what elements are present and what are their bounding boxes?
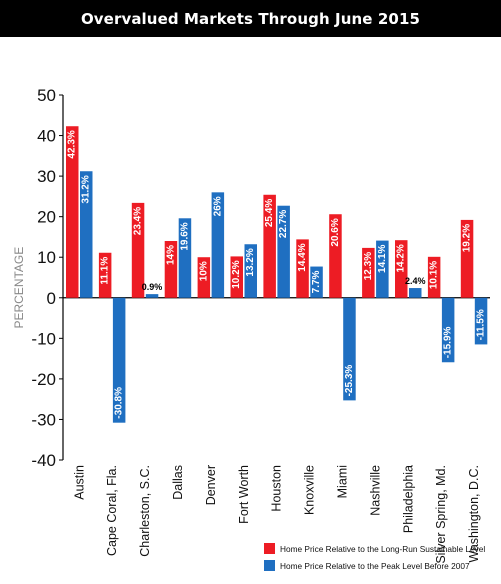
legend-swatch-blue <box>264 560 275 571</box>
data-label: 23.4% <box>133 207 144 235</box>
data-label: -25.3% <box>344 365 355 397</box>
y-tick-label: 10 <box>37 248 56 267</box>
y-axis-label: PERCENTAGE <box>12 247 26 329</box>
red-bar-0 <box>66 126 79 298</box>
data-label: 14% <box>165 245 176 265</box>
data-label: 2.4% <box>405 276 426 286</box>
data-label: 25.4% <box>264 199 275 227</box>
y-tick-label: 50 <box>37 86 56 105</box>
red-bar-5 <box>230 256 243 298</box>
blue-bar-8 <box>343 297 356 401</box>
data-label: -11.5% <box>476 309 487 340</box>
category-label: Silver Spring, Md. <box>434 465 448 564</box>
category-label: Washington, D.C. <box>467 465 481 563</box>
blue-bar-5 <box>244 244 257 298</box>
red-bar-9 <box>362 247 375 298</box>
blue-bar-1 <box>112 297 126 423</box>
data-label: 10.1% <box>429 261 440 289</box>
chart-title-bar: Overvalued Markets Through June 2015 <box>0 0 501 37</box>
red-bar-8 <box>329 214 342 298</box>
data-label: 10.2% <box>231 260 242 288</box>
y-tick-label: 0 <box>47 289 56 308</box>
blue-bar-2 <box>145 294 159 298</box>
data-label: 42.3% <box>67 130 78 158</box>
red-bar-7 <box>296 239 309 298</box>
data-label: 12.3% <box>363 252 374 280</box>
data-label: 13.2% <box>245 248 256 276</box>
blue-bar-6 <box>277 205 290 298</box>
red-bar-11 <box>427 256 441 298</box>
category-label: Cape Coral, Fla. <box>105 465 119 556</box>
red-bar-12 <box>460 219 474 298</box>
blue-bar-3 <box>178 218 192 298</box>
blue-bar-7 <box>310 266 323 298</box>
y-tick-label: -30 <box>31 410 56 429</box>
blue-bar-11 <box>441 297 455 363</box>
legend-label: Home Price Relative to the Peak Level Be… <box>280 561 470 571</box>
category-label: Knoxville <box>303 465 317 515</box>
data-label: 31.2% <box>81 175 92 203</box>
category-label: Austin <box>72 465 86 500</box>
data-label: 19.6% <box>179 222 190 250</box>
y-tick-label: 40 <box>37 127 56 146</box>
category-label: Miami <box>335 465 349 498</box>
blue-bar-9 <box>376 240 389 298</box>
y-tick-label: 30 <box>37 167 56 186</box>
category-label: Charleston, S.C. <box>138 465 152 557</box>
data-label: -15.9% <box>443 326 454 358</box>
category-label: Nashville <box>368 465 382 516</box>
category-label: Dallas <box>171 465 185 500</box>
y-tick-label: 20 <box>37 208 56 227</box>
red-bar-4 <box>197 257 211 298</box>
blue-bar-12 <box>474 297 488 345</box>
blue-bar-10 <box>409 288 422 298</box>
category-label: Houston <box>270 465 284 512</box>
data-label: 14.2% <box>396 244 407 272</box>
red-bar-6 <box>263 194 276 298</box>
y-tick-label: -20 <box>31 370 56 389</box>
red-bar-1 <box>98 252 112 298</box>
data-label: 14.1% <box>377 244 388 272</box>
category-label: Denver <box>204 465 218 505</box>
category-label: Philadelphia <box>401 465 415 533</box>
data-label: -30.8% <box>114 387 125 419</box>
data-label: 22.7% <box>278 210 289 238</box>
red-bar-3 <box>164 241 178 298</box>
data-label: 19.2% <box>462 224 473 252</box>
y-tick-label: -10 <box>31 329 56 348</box>
data-label: 10% <box>198 261 209 281</box>
blue-bar-4 <box>211 192 225 298</box>
data-label: 20.6% <box>330 218 341 246</box>
data-label: 26% <box>212 196 223 216</box>
legend-label: Home Price Relative to the Long-Run Sust… <box>280 544 485 554</box>
data-label: 11.1% <box>100 257 111 285</box>
data-label: 7.7% <box>311 270 322 293</box>
red-bar-10 <box>395 240 408 298</box>
data-label: 0.9% <box>142 282 163 292</box>
blue-bar-0 <box>80 171 93 298</box>
data-label: 14.4% <box>297 243 308 271</box>
red-bar-2 <box>131 202 145 298</box>
legend-swatch-red <box>264 543 275 554</box>
category-label: Fort Worth <box>237 465 251 524</box>
bar-chart: 50 40 30 20 10 0 -10 -20 -30 -40 PERCENTAGE 42.3% 31… <box>12 86 490 571</box>
y-tick-label: -40 <box>31 451 56 470</box>
chart-title: Overvalued Markets Through June 2015 <box>80 9 421 28</box>
